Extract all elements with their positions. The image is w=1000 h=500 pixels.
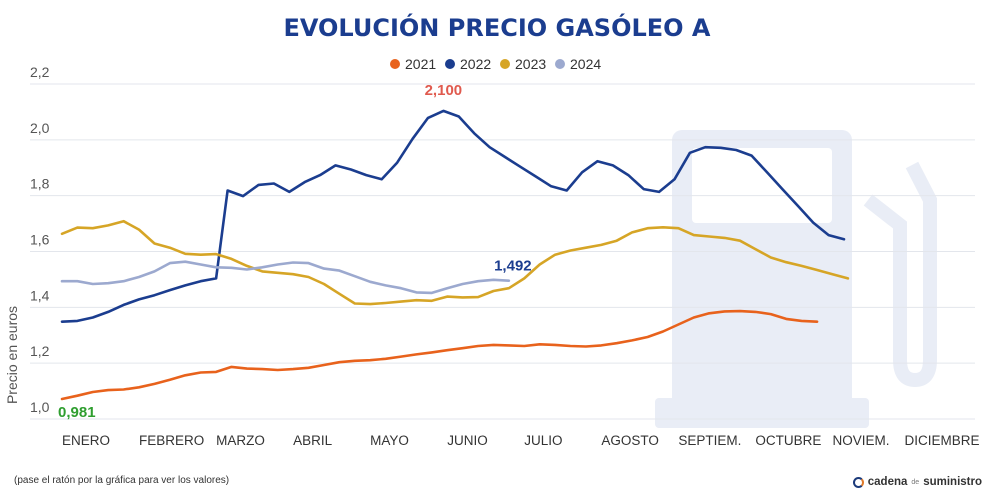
- y-tick-label: 1,0: [30, 399, 50, 415]
- y-tick-label: 1,4: [30, 287, 50, 303]
- series-line-2021[interactable]: [60, 309, 819, 401]
- x-tick-label: ENERO: [62, 433, 110, 448]
- brand-name-mid: de: [911, 478, 920, 486]
- series-line-2022[interactable]: [60, 109, 846, 323]
- series-line-2024[interactable]: [60, 260, 511, 295]
- x-tick-label: MAYO: [370, 433, 409, 448]
- legend-marker-2022: [445, 59, 455, 69]
- series-lines: [60, 109, 850, 401]
- legend-label-2024[interactable]: 2024: [570, 56, 601, 72]
- legend-label-2023[interactable]: 2023: [515, 56, 546, 72]
- brand-name-right: suministro: [923, 476, 982, 488]
- x-tick-label: AGOSTO: [601, 433, 659, 448]
- data-label: 1,492: [494, 258, 532, 275]
- legend-marker-2021: [390, 59, 400, 69]
- y-axis-ticks: 1,0 1,2 1,4 1,6 1,8 2,0 2,2: [30, 64, 50, 415]
- brand-logo: cadena de suministro: [852, 476, 982, 488]
- y-tick-label: 1,6: [30, 232, 50, 248]
- legend-label-2021[interactable]: 2021: [405, 56, 436, 72]
- fuel-pump-watermark-icon: [655, 130, 937, 428]
- series-line-2023[interactable]: [60, 219, 850, 306]
- y-tick-label: 2,2: [30, 64, 50, 80]
- x-tick-label: JUNIO: [447, 433, 488, 448]
- data-label: 0,981: [58, 404, 96, 421]
- chart-title: EVOLUCIÓN PRECIO GASÓLEO A: [283, 12, 710, 42]
- x-tick-label: JULIO: [524, 433, 562, 448]
- x-tick-label: FEBRERO: [139, 433, 204, 448]
- legend-label-2022[interactable]: 2022: [460, 56, 491, 72]
- x-tick-label: NOVIEM.: [832, 433, 889, 448]
- y-axis-label: Precio en euros: [4, 306, 20, 404]
- legend-marker-2023: [500, 59, 510, 69]
- x-tick-label: ABRIL: [293, 433, 333, 448]
- x-tick-label: MARZO: [216, 433, 265, 448]
- chart-legend: 2021 2022 2023 2024: [390, 56, 601, 72]
- y-tick-label: 1,8: [30, 176, 50, 192]
- data-annotations: 2,100 1,492 0,981: [58, 82, 532, 421]
- y-tick-label: 1,2: [30, 343, 50, 359]
- x-axis-ticks: ENERO FEBRERO MARZO ABRIL MAYO JUNIO JULIO AGOS…: [62, 433, 980, 448]
- x-tick-label: OCTUBRE: [755, 433, 821, 448]
- legend-marker-2024: [555, 59, 565, 69]
- hover-hint-note: (pase el ratón por la gráfica para ver l…: [14, 475, 230, 486]
- brand-logo-icon: [852, 476, 864, 488]
- x-tick-label: SEPTIEM.: [678, 433, 741, 448]
- grid-lines: [30, 83, 975, 420]
- data-label: 2,100: [425, 82, 463, 99]
- brand-name-left: cadena: [867, 476, 908, 488]
- x-tick-label: DICIEMBRE: [905, 433, 980, 448]
- y-tick-label: 2,0: [30, 120, 50, 136]
